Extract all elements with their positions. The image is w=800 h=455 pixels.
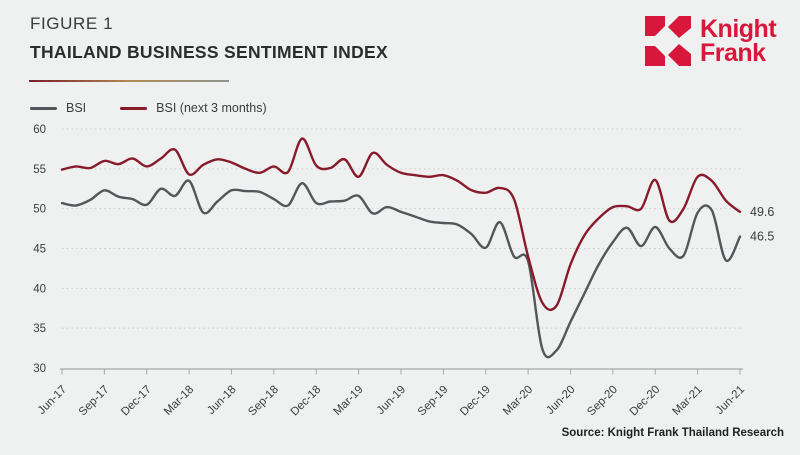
legend-item-bsi: BSI bbox=[30, 101, 86, 115]
bsi-next-end-value-label: 49.6 bbox=[750, 205, 774, 219]
y-tick-label-40: 40 bbox=[33, 283, 46, 295]
x-tick-label-Dec-17: Dec-17 bbox=[119, 384, 154, 419]
x-tick-label-Sep-20: Sep-20 bbox=[585, 384, 620, 419]
x-tick-label-Mar-20: Mar-20 bbox=[501, 384, 535, 418]
logo-line1: Knight bbox=[700, 15, 777, 43]
y-tick-label-55: 55 bbox=[33, 164, 46, 176]
bsi-next-3-months-line bbox=[60, 137, 742, 312]
x-tick-label-Jun-18: Jun-18 bbox=[205, 384, 238, 417]
x-tick-label-Dec-20: Dec-20 bbox=[628, 384, 663, 419]
knight-frank-logo: Knight Frank bbox=[645, 15, 777, 67]
title-divider bbox=[29, 80, 229, 82]
x-tick-label-Dec-19: Dec-19 bbox=[458, 384, 493, 419]
x-tick-label-Dec-18: Dec-18 bbox=[289, 384, 324, 419]
x-tick-label-Mar-19: Mar-19 bbox=[331, 384, 365, 418]
bsi-end-value-label: 46.5 bbox=[750, 230, 774, 244]
y-tick-label-45: 45 bbox=[33, 244, 46, 256]
bsi-line bbox=[60, 179, 742, 359]
x-tick-label-Sep-18: Sep-18 bbox=[246, 384, 281, 419]
x-tick-label-Jun-17: Jun-17 bbox=[36, 384, 69, 417]
bsi-next-line-swatch bbox=[120, 106, 148, 110]
x-tick-label-Sep-19: Sep-19 bbox=[416, 384, 451, 419]
x-tick-label-Mar-21: Mar-21 bbox=[670, 384, 704, 418]
chart-legend: BSI BSI (next 3 months) bbox=[30, 101, 267, 115]
x-tick-label-Jun-21: Jun-21 bbox=[714, 384, 747, 417]
x-tick-label-Jun-20: Jun-20 bbox=[544, 384, 577, 417]
page-title: THAILAND BUSINESS SENTIMENT INDEX bbox=[30, 42, 388, 62]
logo-line2: Frank bbox=[700, 39, 766, 67]
x-tick-label-Mar-18: Mar-18 bbox=[162, 384, 196, 418]
x-tick-label-Sep-17: Sep-17 bbox=[77, 384, 112, 419]
x-tick-label-Jun-19: Jun-19 bbox=[375, 384, 408, 417]
y-tick-label-60: 60 bbox=[33, 124, 46, 136]
source-note: Source: Knight Frank Thailand Research bbox=[561, 427, 784, 439]
bsi-line-swatch bbox=[30, 106, 57, 110]
knight-frank-logo-icon bbox=[645, 16, 691, 66]
legend-item-bsi-next: BSI (next 3 months) bbox=[120, 101, 267, 115]
y-tick-label-30: 30 bbox=[33, 363, 46, 375]
y-tick-label-35: 35 bbox=[33, 323, 46, 335]
figure-label: FIGURE 1 bbox=[30, 14, 114, 33]
legend-label-bsi: BSI bbox=[66, 101, 87, 115]
legend-label-bsi-next: BSI (next 3 months) bbox=[156, 101, 267, 115]
knight-frank-logo-text: Knight Frank bbox=[700, 15, 777, 67]
y-tick-label-50: 50 bbox=[33, 204, 46, 216]
